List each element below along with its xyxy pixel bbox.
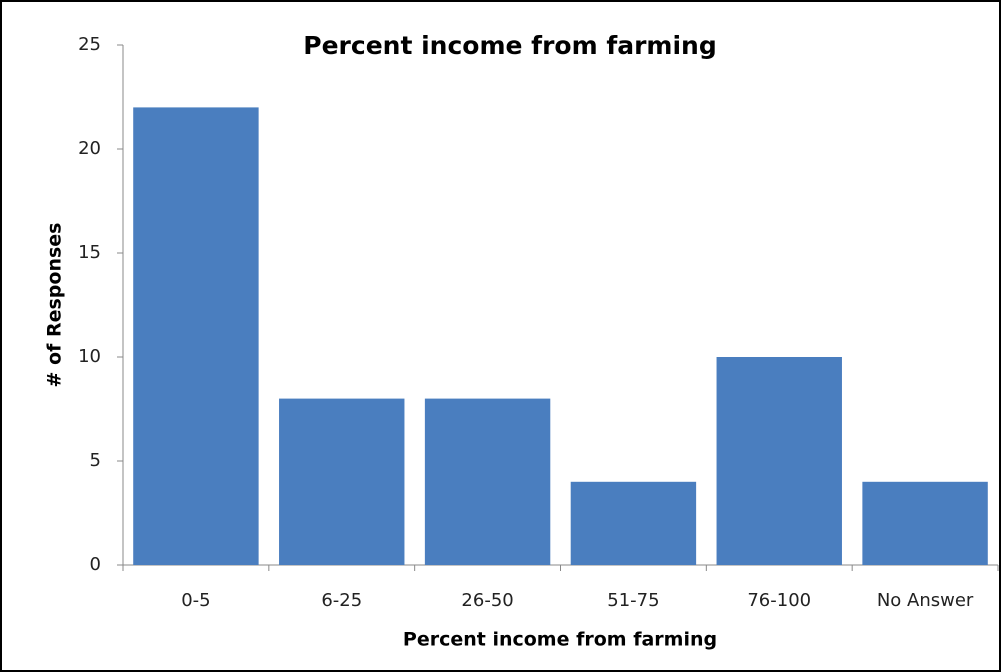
- x-tick-label: No Answer: [877, 590, 974, 611]
- bar: [279, 398, 405, 565]
- y-tick-label: 0: [90, 554, 101, 575]
- y-tick-label: 15: [78, 242, 101, 263]
- y-tick-label: 10: [78, 346, 101, 367]
- y-tick-label: 5: [90, 450, 101, 471]
- x-tick-label: 76-100: [747, 590, 811, 611]
- x-tick-label: 0-5: [181, 590, 210, 611]
- x-tick-label: 6-25: [321, 590, 362, 611]
- x-axis-title: Percent income from farming: [403, 629, 717, 651]
- bar: [570, 481, 697, 565]
- y-axis-title: # of Responses: [44, 223, 66, 388]
- x-tick-label: 26-50: [461, 590, 513, 611]
- bar: [424, 398, 551, 565]
- bar: [716, 357, 842, 565]
- bar: [133, 107, 259, 566]
- chart-title: Percent income from farming: [303, 31, 716, 60]
- y-tick-label: 20: [78, 138, 101, 159]
- bar: [862, 481, 988, 565]
- x-tick-label: 51-75: [607, 590, 659, 611]
- y-tick-label: 25: [78, 34, 101, 55]
